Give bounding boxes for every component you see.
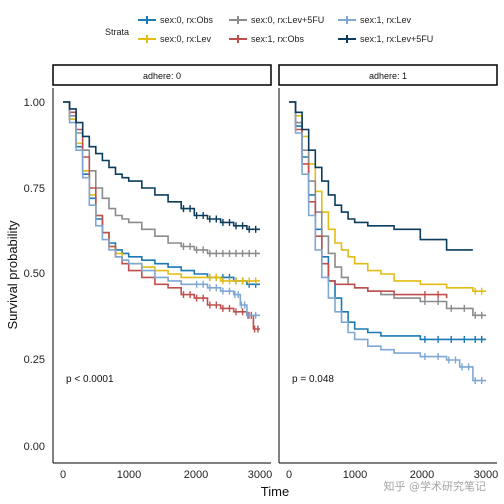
x-axis-title: Time	[261, 484, 289, 499]
x-tick-label: 0	[60, 469, 66, 481]
legend-label-5: sex:1, rx:Lev	[360, 15, 412, 25]
x-ticks-right: 0 1000 2000 3000	[286, 469, 498, 481]
km-curve-adhere1-series-2	[289, 101, 486, 292]
y-tick-label: 0.25	[24, 354, 45, 366]
facet-strip-right-label: adhere: 1	[369, 71, 407, 81]
km-curve-adhere0-series-1	[63, 101, 260, 286]
km-curve-adhere0-series-6	[63, 101, 260, 231]
legend-label-6: sex:1, rx:Lev+5FU	[360, 34, 433, 44]
legend-entry: sex:1, rx:Obs	[229, 34, 305, 44]
legend-entry: sex:0, rx:Obs	[138, 15, 214, 25]
km-curve-adhere1-series-5	[289, 101, 486, 382]
x-tick-label: 2000	[184, 469, 208, 481]
km-curve-adhere1-series-6	[289, 101, 473, 251]
pvalue-right: p = 0.048	[292, 374, 334, 385]
km-curve-adhere1-series-3	[289, 101, 486, 317]
panel-axes	[52, 88, 497, 464]
facet-strip-right	[278, 64, 498, 86]
x-tick-label: 3000	[248, 469, 272, 481]
left-panel-curves	[63, 101, 260, 333]
legend-label-2: sex:0, rx:Lev	[160, 34, 212, 44]
x-tick-label: 3000	[474, 469, 498, 481]
legend-label-4: sex:1, rx:Obs	[251, 34, 305, 44]
km-curve-adhere1-series-1	[289, 101, 486, 341]
legend-label-1: sex:0, rx:Obs	[160, 15, 214, 25]
km-curve-adhere0-series-3	[63, 101, 260, 255]
y-tick-label: 0.50	[24, 268, 45, 280]
km-curve-adhere0-series-4	[63, 101, 260, 330]
legend-title: Strata	[105, 27, 129, 37]
legend-entry: sex:1, rx:Lev	[338, 15, 412, 25]
facet-strip-left	[52, 64, 272, 86]
km-curve-adhere1-series-4	[289, 101, 448, 299]
pvalue-left: p < 0.0001	[66, 374, 114, 385]
km-curve-adhere0-series-5	[63, 101, 260, 317]
x-tick-label: 1000	[117, 469, 141, 481]
facet-strip-left-label: adhere: 0	[143, 71, 181, 81]
legend-entry: sex:0, rx:Lev+5FU	[229, 15, 324, 25]
y-tick-label: 0.75	[24, 183, 45, 195]
y-axis-title: Survival probability	[5, 220, 20, 330]
watermark: 知乎 @学术研究笔记	[384, 479, 487, 493]
right-panel-curves	[289, 101, 486, 385]
y-ticks: 1.00 0.75 0.50 0.25 0.00	[24, 97, 45, 453]
x-tick-label: 2000	[410, 469, 434, 481]
legend-entry: sex:1, rx:Lev+5FU	[338, 34, 433, 44]
y-tick-label: 1.00	[24, 97, 45, 109]
legend-label-3: sex:0, rx:Lev+5FU	[251, 15, 324, 25]
x-tick-label: 0	[286, 469, 292, 481]
y-tick-label: 0.00	[24, 441, 45, 453]
legend: Strata sex:0, rx:Obs sex:0, rx:Lev sex:0…	[105, 15, 433, 44]
x-tick-label: 1000	[343, 469, 367, 481]
x-ticks-left: 0 1000 2000 3000	[60, 469, 272, 481]
legend-entry: sex:0, rx:Lev	[138, 34, 212, 44]
